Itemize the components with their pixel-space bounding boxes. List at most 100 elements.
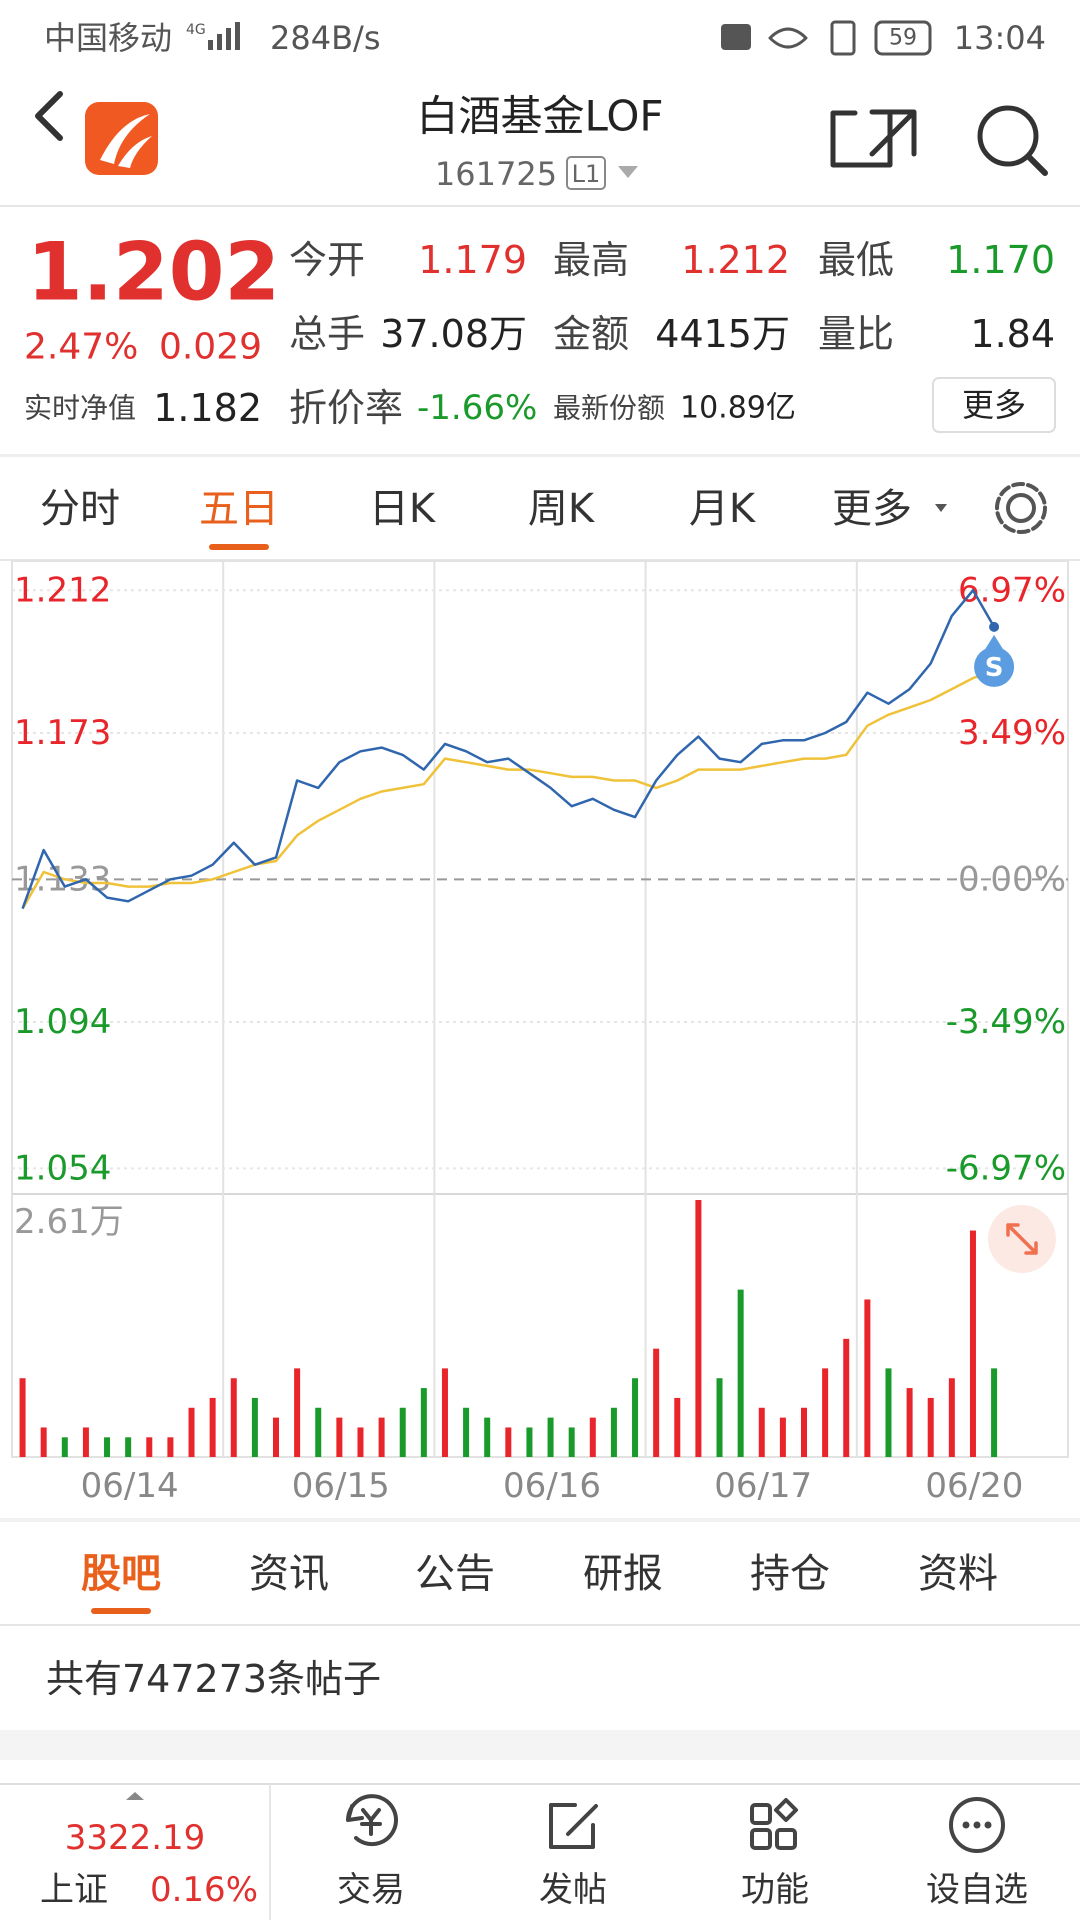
volume-bar bbox=[441, 1368, 448, 1457]
volume-bar bbox=[843, 1338, 850, 1457]
volume-bar bbox=[399, 1407, 406, 1457]
field-value: 1.212 bbox=[681, 238, 790, 282]
volume-bar bbox=[969, 1230, 976, 1457]
tab[interactable]: 日K bbox=[369, 486, 437, 532]
trade-glyph bbox=[360, 1808, 382, 1836]
volume-bar bbox=[378, 1417, 385, 1457]
volume-bar bbox=[822, 1368, 829, 1457]
tab[interactable]: 周K bbox=[528, 486, 596, 532]
volume-bar bbox=[991, 1368, 998, 1457]
feed-tab-underline bbox=[91, 1608, 151, 1614]
change: 0.029 bbox=[159, 327, 262, 368]
settings-button[interactable] bbox=[995, 482, 1047, 534]
field-label: 折价率 bbox=[289, 386, 403, 430]
feed-tab[interactable]: 研报 bbox=[583, 1551, 663, 1597]
y-pct-label: -3.49% bbox=[946, 1002, 1066, 1042]
search-button[interactable] bbox=[977, 105, 1039, 167]
expand-glyph bbox=[1006, 1223, 1038, 1255]
index-name[interactable]: 上证 bbox=[40, 1870, 108, 1910]
volume-bar bbox=[294, 1368, 301, 1457]
nav-label[interactable]: 设自选 bbox=[926, 1870, 1028, 1910]
feed-tabs: 股吧 资讯 公告 研报 持仓 资料 bbox=[81, 1551, 998, 1614]
x-tick-label: 06/17 bbox=[714, 1466, 812, 1506]
volume-bar bbox=[568, 1427, 575, 1457]
volume-bar bbox=[737, 1289, 744, 1457]
volume-bar bbox=[209, 1397, 216, 1457]
share-button[interactable] bbox=[830, 109, 917, 168]
volume-bar bbox=[146, 1437, 153, 1457]
watch-icon[interactable] bbox=[949, 1797, 1005, 1853]
nav-label: 实时净值 bbox=[24, 392, 136, 425]
feed-tab[interactable]: 股吧 bbox=[81, 1551, 161, 1597]
search-handle bbox=[1026, 154, 1048, 176]
volume-bar bbox=[230, 1378, 237, 1457]
feed-tab[interactable]: 公告 bbox=[415, 1551, 495, 1597]
post-icon[interactable] bbox=[549, 1803, 598, 1849]
nav-value: 1.182 bbox=[153, 386, 262, 430]
vibrate-icon bbox=[830, 20, 856, 56]
volume-bar bbox=[357, 1427, 364, 1457]
hd-icon bbox=[721, 24, 751, 50]
back-button[interactable] bbox=[35, 91, 63, 141]
period-tabs: 分时 五日 日K 周K 月K 更多 bbox=[40, 486, 947, 550]
volume-bar bbox=[695, 1200, 702, 1457]
divider bbox=[0, 1518, 1080, 1522]
field-value: -1.66% bbox=[417, 388, 537, 428]
nav-label[interactable]: 功能 bbox=[741, 1870, 809, 1910]
volume-bar bbox=[167, 1437, 174, 1457]
volume-bar bbox=[125, 1437, 132, 1457]
y-tick-label: 1.212 bbox=[14, 570, 111, 610]
volume-bar bbox=[463, 1407, 470, 1457]
volume-bar bbox=[82, 1427, 89, 1457]
volume-bar bbox=[589, 1417, 596, 1457]
volume-bar bbox=[779, 1417, 786, 1457]
change-percent: 2.47% bbox=[24, 327, 138, 368]
feed-tab[interactable]: 持仓 bbox=[750, 1551, 830, 1597]
volume-bar bbox=[420, 1388, 427, 1457]
volume-bar bbox=[547, 1417, 554, 1457]
y-tick-label: 1.173 bbox=[14, 713, 111, 753]
func-icon[interactable] bbox=[750, 1803, 772, 1825]
feed-tab[interactable]: 资料 bbox=[918, 1551, 998, 1597]
tab-caret bbox=[935, 504, 947, 512]
tab[interactable]: 更多 bbox=[832, 486, 912, 532]
volume-bar bbox=[864, 1299, 871, 1457]
tab[interactable]: 月K bbox=[689, 486, 757, 532]
volume-bar bbox=[336, 1417, 343, 1457]
volume-bar bbox=[61, 1437, 68, 1457]
signal-badge[interactable] bbox=[974, 646, 1015, 687]
y-tick-label: 1.054 bbox=[14, 1148, 111, 1188]
x-tick-label: 06/20 bbox=[925, 1466, 1023, 1506]
tab[interactable]: 五日 bbox=[199, 486, 279, 532]
volume-bar bbox=[758, 1407, 765, 1457]
index-value[interactable]: 3322.19 bbox=[65, 1818, 206, 1858]
volume-bar bbox=[906, 1388, 913, 1457]
nav-label[interactable]: 交易 bbox=[337, 1870, 405, 1910]
volume-bar bbox=[526, 1427, 533, 1457]
trade-icon[interactable] bbox=[346, 1794, 398, 1847]
volume-bar bbox=[610, 1407, 617, 1457]
chart: 1.212 6.97%1.173 3.49%1.133 0.00%1.094 -3.49… bbox=[11, 560, 1069, 1506]
price-line bbox=[21, 589, 996, 910]
index-change[interactable]: 0.16% bbox=[150, 1870, 258, 1910]
watch-dots bbox=[962, 1821, 992, 1829]
more-button[interactable] bbox=[932, 377, 1056, 433]
volume-bar bbox=[484, 1417, 491, 1457]
clock: 13:04 bbox=[954, 19, 1046, 57]
volume-bar bbox=[505, 1427, 512, 1457]
last-price: 1.202 bbox=[27, 226, 280, 319]
field-value: 1.170 bbox=[946, 238, 1055, 282]
field-value: 4415万 bbox=[655, 312, 790, 356]
dropdown-arrow[interactable] bbox=[618, 166, 638, 178]
volume-bar bbox=[251, 1397, 258, 1457]
volume-bar bbox=[104, 1437, 111, 1457]
fund-code: 161725 bbox=[435, 155, 557, 193]
nav-label[interactable]: 发帖 bbox=[539, 1870, 607, 1910]
field-value: 1.84 bbox=[970, 312, 1055, 356]
field-label: 总手 bbox=[289, 312, 365, 356]
feed-tab[interactable]: 资讯 bbox=[249, 1551, 329, 1597]
signal-label: S bbox=[985, 653, 1004, 683]
expand-arrow[interactable] bbox=[126, 1792, 144, 1800]
tab[interactable]: 分时 bbox=[40, 486, 120, 532]
battery-icon bbox=[874, 20, 932, 56]
